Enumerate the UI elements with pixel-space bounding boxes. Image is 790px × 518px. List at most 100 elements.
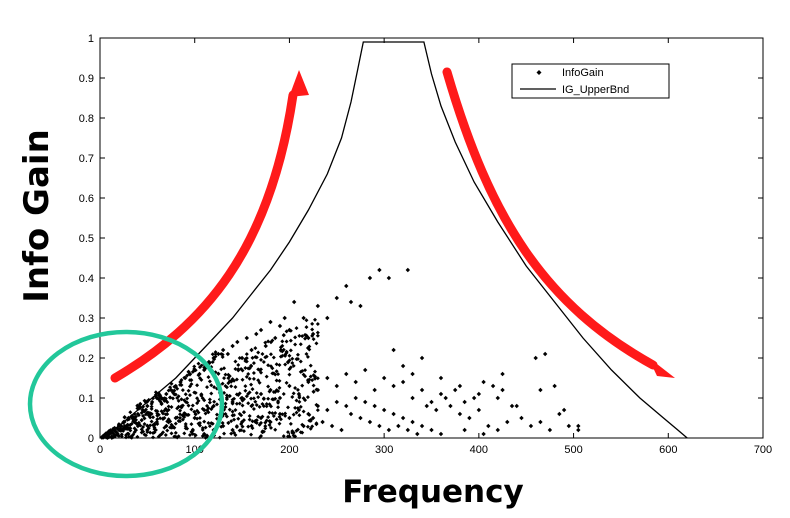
infogain-point bbox=[164, 391, 169, 397]
infogain-point bbox=[348, 299, 354, 305]
infogain-point bbox=[281, 391, 286, 396]
infogain-point bbox=[180, 417, 185, 422]
y-tick-label: 0.1 bbox=[79, 393, 94, 405]
infogain-point bbox=[155, 409, 160, 414]
infogain-point bbox=[277, 385, 282, 390]
infogain-point bbox=[334, 383, 339, 389]
infogain-point bbox=[290, 395, 295, 400]
infogain-point bbox=[294, 398, 299, 403]
infogain-point bbox=[249, 396, 254, 401]
infogain-point bbox=[266, 415, 271, 420]
infogain-point bbox=[146, 426, 151, 431]
infogain-point bbox=[179, 377, 184, 382]
infogain-point bbox=[173, 430, 178, 435]
infogain-point bbox=[353, 379, 358, 385]
infogain-point bbox=[246, 372, 251, 377]
infogain-point bbox=[287, 372, 292, 377]
infogain-point bbox=[251, 396, 256, 401]
x-tick-label: 600 bbox=[659, 444, 677, 456]
infogain-point bbox=[136, 420, 141, 425]
infogain-point bbox=[178, 415, 183, 420]
infogain-point bbox=[284, 339, 289, 344]
infogain-point bbox=[142, 421, 147, 426]
infogain-point bbox=[206, 375, 211, 380]
infogain-point bbox=[263, 340, 268, 345]
infogain-point bbox=[189, 378, 194, 383]
infogain-point bbox=[196, 410, 201, 415]
infogain-point bbox=[176, 398, 181, 403]
infogain-point bbox=[126, 417, 131, 422]
x-tick-label: 200 bbox=[280, 444, 298, 456]
infogain-point bbox=[149, 401, 154, 406]
infogain-point bbox=[230, 343, 235, 349]
infogain-point bbox=[185, 400, 190, 405]
infogain-point bbox=[165, 412, 170, 417]
infogain-point bbox=[220, 347, 226, 353]
infogain-point bbox=[270, 338, 275, 343]
infogain-point bbox=[182, 431, 187, 436]
infogain-point bbox=[443, 395, 448, 401]
infogain-point bbox=[220, 421, 225, 426]
infogain-point bbox=[391, 347, 396, 353]
infogain-point bbox=[185, 396, 190, 401]
infogain-point bbox=[281, 333, 286, 338]
infogain-point bbox=[400, 363, 406, 369]
infogain-point bbox=[239, 422, 244, 427]
infogain-point bbox=[196, 361, 201, 366]
infogain-point bbox=[166, 404, 171, 409]
infogain-point bbox=[542, 351, 548, 357]
infogain-point bbox=[234, 425, 239, 430]
infogain-point bbox=[264, 404, 269, 409]
infogain-point bbox=[303, 336, 308, 341]
infogain-point bbox=[293, 405, 298, 410]
x-tick-label: 700 bbox=[754, 444, 772, 456]
y-axis-title: Info Gain bbox=[17, 129, 57, 303]
infogain-point bbox=[232, 378, 237, 383]
infogain-point bbox=[121, 428, 126, 433]
infogain-point bbox=[277, 411, 283, 417]
infogain-point bbox=[278, 417, 283, 422]
infogain-point bbox=[274, 417, 279, 422]
infogain-point bbox=[182, 414, 187, 419]
infogain-point bbox=[193, 433, 198, 438]
infogain-point bbox=[222, 431, 227, 436]
infogain-point bbox=[298, 359, 303, 364]
infogain-point bbox=[158, 393, 163, 398]
infogain-point bbox=[166, 388, 171, 393]
infogain-point bbox=[276, 389, 281, 394]
infogain-point bbox=[249, 347, 254, 353]
infogain-point bbox=[200, 406, 205, 411]
infogain-point bbox=[178, 419, 183, 424]
infogain-point bbox=[295, 406, 300, 411]
infogain-point bbox=[220, 381, 225, 386]
infogain-point bbox=[313, 374, 318, 379]
infogain-point bbox=[381, 407, 387, 413]
infogain-point bbox=[367, 419, 373, 425]
infogain-point bbox=[261, 397, 266, 402]
infogain-point bbox=[189, 407, 194, 412]
infogain-point bbox=[254, 403, 259, 408]
infogain-point bbox=[528, 423, 534, 429]
infogain-point bbox=[170, 396, 175, 401]
infogain-point bbox=[189, 382, 194, 387]
infogain-point bbox=[264, 374, 269, 379]
infogain-point bbox=[307, 412, 312, 417]
infogain-point bbox=[284, 380, 289, 385]
infogain-point bbox=[295, 352, 300, 357]
infogain-point bbox=[125, 431, 130, 436]
infogain-point bbox=[119, 434, 124, 439]
y-tick-label: 0.9 bbox=[79, 73, 94, 85]
infogain-point bbox=[307, 377, 312, 382]
x-tick-label: 500 bbox=[564, 444, 582, 456]
infogain-point bbox=[180, 403, 185, 408]
infogain-point bbox=[273, 427, 278, 432]
infogain-point bbox=[287, 383, 292, 389]
infogain-point bbox=[165, 400, 170, 405]
infogain-point bbox=[325, 407, 330, 413]
infogain-point bbox=[310, 327, 315, 332]
infogain-point bbox=[320, 419, 325, 425]
infogain-point bbox=[291, 412, 296, 417]
infogain-point bbox=[247, 376, 252, 381]
infogain-point bbox=[305, 395, 310, 400]
infogain-point bbox=[290, 360, 295, 365]
